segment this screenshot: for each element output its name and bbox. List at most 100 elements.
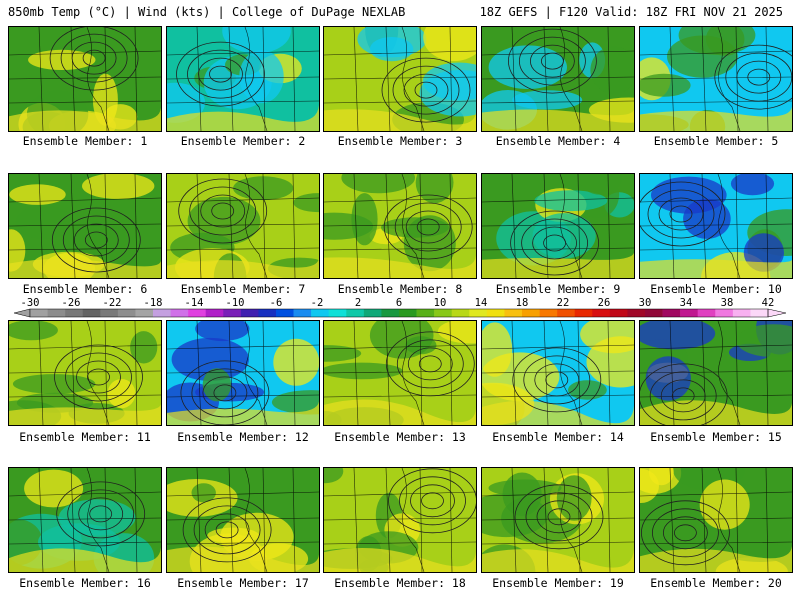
ensemble-map-panel[interactable] (166, 26, 320, 132)
colorbar-segment (135, 309, 154, 317)
colorbar-segment (30, 309, 48, 317)
colorbar-tick-label: 22 (557, 297, 570, 309)
ensemble-map-panel[interactable] (323, 467, 477, 573)
ensemble-member-label: Ensemble Member: 1 (22, 134, 148, 148)
colorbar-segment (486, 309, 505, 317)
ensemble-member-label: Ensemble Member: 17 (177, 576, 309, 590)
colorbar-segment (609, 309, 628, 317)
ensemble-member-label: Ensemble Member: 2 (180, 134, 306, 148)
ensemble-member-label: Ensemble Member: 18 (334, 576, 466, 590)
colorbar-tick-label: 18 (516, 297, 529, 309)
temperature-field-map (640, 27, 792, 131)
ensemble-member-label: Ensemble Member: 5 (653, 134, 779, 148)
ensemble-member-label: Ensemble Member: 8 (337, 282, 463, 296)
ensemble-map-panel[interactable] (639, 467, 793, 573)
colorbar-segment (311, 309, 330, 317)
temperature-field-map (167, 27, 319, 131)
colorbar-tick-label: 38 (721, 297, 734, 309)
temperature-field-map (482, 27, 634, 131)
colorbar-segment (346, 309, 365, 317)
colorbar-segment (223, 309, 242, 317)
ensemble-member-label: Ensemble Member: 19 (492, 576, 624, 590)
ensemble-member-label: Ensemble Member: 3 (337, 134, 463, 148)
colorbar-tick-label: 14 (475, 297, 488, 309)
colorbar-tick-label: -6 (270, 297, 283, 309)
temperature-field-map (167, 321, 319, 425)
colorbar-segment (381, 309, 400, 317)
colorbar-segment (645, 309, 663, 317)
colorbar-segment (574, 309, 593, 317)
ensemble-map-panel[interactable] (323, 173, 477, 279)
colorbar-segment (258, 309, 277, 317)
ensemble-map-panel[interactable] (481, 26, 635, 132)
temperature-field-map (482, 174, 634, 278)
ensemble-map-panel[interactable] (8, 26, 162, 132)
colorbar-tick-label: 42 (762, 297, 775, 309)
temperature-colorbar: -30 -26 -22 -18 -14 -10 -6 -2 2 6 10 14 18 22 26 30 34 38… (0, 297, 800, 321)
ensemble-map-panel[interactable] (8, 173, 162, 279)
temperature-field-map (324, 27, 476, 131)
ensemble-member-label: Ensemble Member: 4 (495, 134, 621, 148)
temperature-field-map (167, 174, 319, 278)
colorbar-tick-label: 10 (434, 297, 447, 309)
temperature-field-map (9, 27, 161, 131)
colorbar-tick-label: -10 (226, 297, 245, 309)
ensemble-member-label: Ensemble Member: 6 (22, 282, 148, 296)
ensemble-map-panel[interactable] (639, 173, 793, 279)
colorbar-segment (47, 309, 66, 317)
colorbar-segment (188, 309, 207, 317)
colorbar-segment (240, 309, 259, 317)
temperature-field-map (324, 468, 476, 572)
colorbar-segment (504, 309, 523, 317)
ensemble-map-panel[interactable] (166, 320, 320, 426)
colorbar-tick-label: -14 (185, 297, 204, 309)
colorbar-svg: -30 -26 -22 -18 -14 -10 -6 -2 2 6 10 14 18 22 26 30 34 38… (13, 297, 787, 318)
colorbar-segment (715, 309, 734, 317)
colorbar-segment (276, 309, 294, 317)
ensemble-member-label: Ensemble Member: 13 (334, 430, 466, 444)
ensemble-member-label: Ensemble Member: 9 (495, 282, 621, 296)
ensemble-map-panel[interactable] (8, 320, 162, 426)
colorbar-tick-label: 34 (680, 297, 693, 309)
temperature-field-map (9, 468, 161, 572)
ensemble-member-label: Ensemble Member: 7 (180, 282, 306, 296)
colorbar-segment (750, 309, 769, 317)
colorbar-segment (662, 309, 681, 317)
ensemble-map-panel[interactable] (8, 467, 162, 573)
temperature-field-map (640, 321, 792, 425)
temperature-field-map (324, 321, 476, 425)
ensemble-map-panel[interactable] (323, 26, 477, 132)
ensemble-map-panel[interactable] (481, 173, 635, 279)
ensemble-member-label: Ensemble Member: 10 (650, 282, 782, 296)
temperature-field-map (9, 174, 161, 278)
ensemble-member-label: Ensemble Member: 12 (177, 430, 309, 444)
colorbar-segment (363, 309, 382, 317)
colorbar-tick-label: 30 (639, 297, 652, 309)
ensemble-map-panel[interactable] (166, 173, 320, 279)
colorbar-segment (434, 309, 453, 317)
ensemble-map-panel[interactable] (166, 467, 320, 573)
ensemble-member-label: Ensemble Member: 14 (492, 430, 624, 444)
ensemble-map-panel[interactable] (639, 320, 793, 426)
colorbar-segment (557, 309, 576, 317)
temperature-field-map (640, 468, 792, 572)
colorbar-segment (65, 309, 84, 317)
colorbar-segment (328, 309, 347, 317)
temperature-field-map (482, 468, 634, 572)
ensemble-map-panel[interactable] (323, 320, 477, 426)
colorbar-segment (732, 309, 751, 317)
colorbar-tick-label: -22 (103, 297, 122, 309)
colorbar-segment (205, 309, 224, 317)
ensemble-map-panel[interactable] (639, 26, 793, 132)
temperature-field-map (324, 174, 476, 278)
ensemble-map-panel[interactable] (481, 320, 635, 426)
ensemble-member-label: Ensemble Member: 16 (19, 576, 151, 590)
header-title: 850mb Temp (°C) | Wind (kts) | College o… (8, 5, 406, 19)
ensemble-map-panel[interactable] (481, 467, 635, 573)
colorbar-tick-label: 2 (355, 297, 361, 309)
colorbar-tick-label: -30 (21, 297, 40, 309)
colorbar-segment (469, 309, 488, 317)
colorbar-segment (399, 309, 417, 317)
header-run-info: 18Z GEFS | F120 Valid: 18Z FRI NOV 21 20… (479, 5, 783, 19)
colorbar-segment (100, 309, 119, 317)
